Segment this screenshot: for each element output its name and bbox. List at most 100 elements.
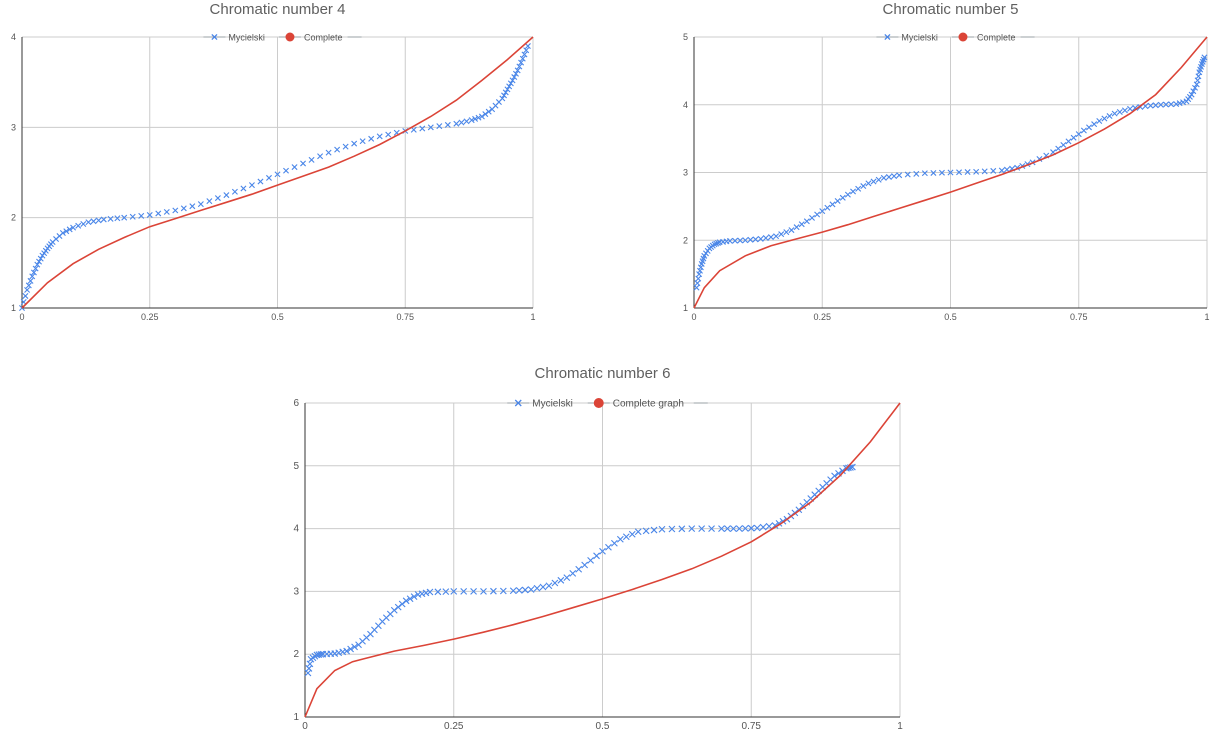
data-point: [839, 467, 846, 475]
legend: Mycielski Complete graph: [507, 398, 708, 410]
data-point: [458, 119, 465, 126]
data-point: [1147, 102, 1154, 109]
data-point: [1180, 99, 1187, 106]
x-tick-label: 0.5: [596, 721, 610, 732]
data-point: [368, 135, 375, 142]
legend: Mycielski Complete: [876, 32, 1035, 43]
data-point: [427, 124, 434, 131]
data-point: [973, 168, 980, 175]
data-point: [70, 224, 77, 231]
data-point: [798, 221, 805, 228]
data-point: [575, 565, 583, 573]
data-point: [741, 525, 749, 532]
data-point: [490, 587, 497, 595]
data-point: [834, 197, 841, 204]
data-point: [419, 125, 426, 132]
legend-marker-x: [211, 33, 218, 41]
data-point: [107, 215, 114, 222]
data-point: [845, 464, 852, 472]
data-point: [1192, 84, 1199, 91]
data-point: [737, 237, 744, 244]
data-point: [206, 198, 213, 205]
data-point: [308, 156, 315, 163]
data-point: [896, 172, 903, 179]
data-point: [470, 588, 477, 595]
data-point: [650, 526, 658, 534]
data-point: [1190, 88, 1197, 95]
data-point: [265, 174, 272, 181]
data-point: [885, 174, 892, 181]
data-point: [36, 258, 43, 265]
data-point: [518, 59, 525, 66]
data-point: [351, 643, 358, 651]
data-point: [453, 120, 460, 127]
data-point: [335, 649, 343, 657]
data-point: [30, 269, 37, 276]
data-point: [1116, 108, 1123, 115]
data-point: [506, 83, 513, 90]
data-point: [809, 214, 815, 221]
data-point: [414, 591, 422, 598]
y-tick-label: 1: [11, 303, 16, 313]
data-point: [398, 600, 406, 608]
data-point: [114, 215, 121, 222]
data-point: [913, 170, 920, 177]
data-point: [875, 176, 882, 183]
data-point: [819, 208, 826, 215]
data-point: [523, 47, 530, 54]
data-point: [714, 239, 721, 246]
data-point: [724, 525, 731, 532]
data-point: [472, 115, 479, 122]
data-point: [1173, 101, 1180, 108]
data-point: [402, 597, 410, 605]
data-point: [512, 70, 519, 77]
legend-label-mycielski: Mycielski: [901, 33, 938, 43]
data-point: [442, 588, 450, 595]
data-point: [521, 51, 528, 58]
data-point: [753, 524, 761, 532]
data-point: [59, 230, 66, 237]
data-point: [482, 111, 489, 118]
data-point: [521, 586, 529, 594]
data-point: [1127, 105, 1134, 112]
data-point: [788, 227, 795, 234]
data-point: [29, 273, 36, 280]
data-point: [331, 650, 339, 657]
data-point: [339, 648, 347, 656]
data-point: [223, 192, 230, 199]
data-point: [870, 178, 877, 185]
data-point: [516, 63, 523, 70]
x-tick-label: 0.25: [444, 721, 464, 732]
data-point: [342, 143, 349, 150]
legend-label-mycielski: Mycielski: [532, 399, 573, 410]
data-point: [765, 522, 773, 530]
data-point: [444, 121, 451, 128]
y-tick-label: 3: [683, 168, 688, 178]
data-point: [930, 169, 937, 176]
data-point: [37, 255, 44, 262]
series-markers-mycielski: [304, 463, 856, 677]
data-point: [793, 224, 800, 231]
x-tick-label: 0.25: [813, 312, 831, 322]
data-point: [735, 525, 743, 532]
gridlines: [22, 36, 534, 308]
data-point: [850, 188, 857, 195]
data-point: [317, 153, 324, 160]
legend-marker-x: [514, 399, 522, 407]
data-point: [742, 237, 749, 244]
data-point: [642, 527, 650, 535]
data-point: [557, 576, 565, 584]
data-point: [509, 587, 517, 595]
data-point: [85, 219, 92, 226]
chart-svg: Chromatic number 6 0 0.25 0.5 0.75 1 1 2 3 4 5 6 Myc…: [293, 365, 903, 732]
legend-marker-dot: [593, 398, 604, 408]
data-point: [231, 188, 238, 195]
legend-marker-dot: [958, 32, 968, 42]
data-point: [376, 133, 383, 140]
data-point: [698, 525, 706, 532]
chart-title: Chromatic number 6: [535, 365, 671, 382]
data-point: [502, 89, 509, 96]
data-point: [688, 525, 696, 532]
data-point: [1101, 115, 1108, 122]
data-point: [855, 185, 862, 192]
